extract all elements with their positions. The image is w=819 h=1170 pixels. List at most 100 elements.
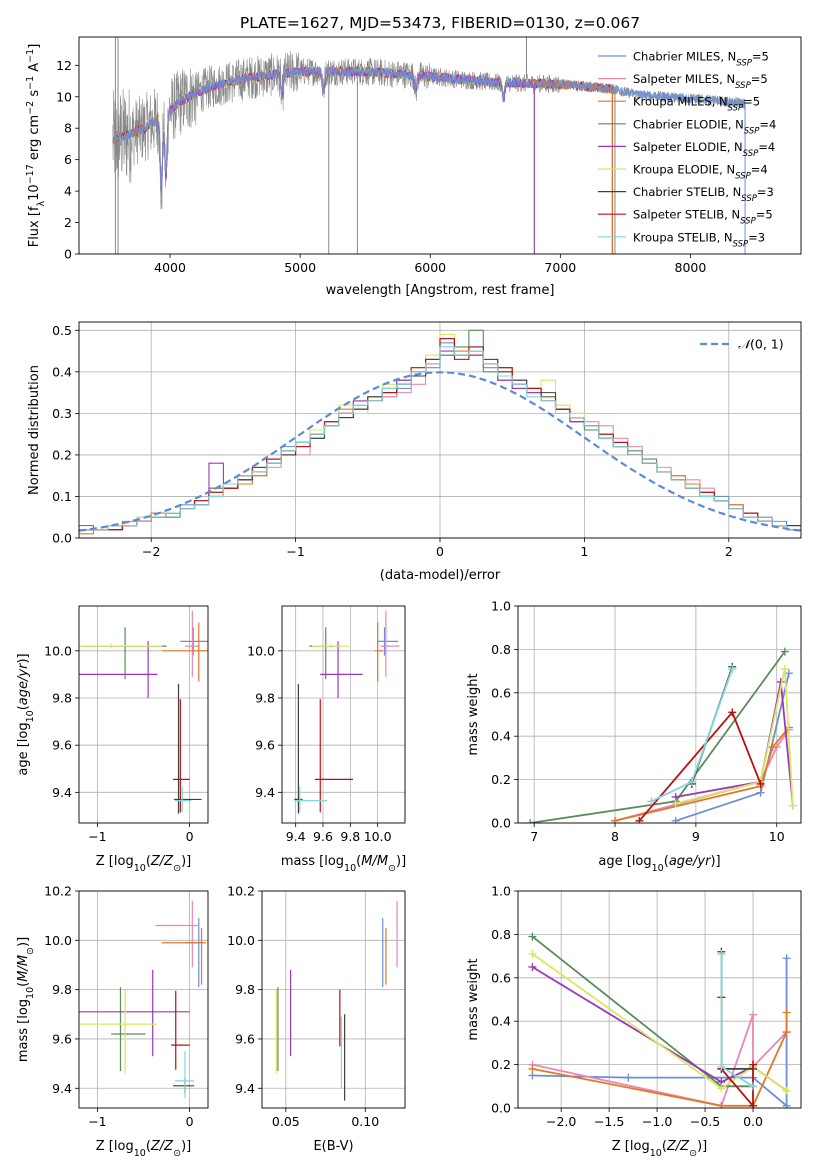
point-marker-kroupa_elodie	[780, 664, 789, 673]
chart-title: PLATE=1627, MJD=53473, FIBERID=0130, z=0…	[240, 14, 640, 32]
x-tick-label: 4000	[154, 260, 186, 275]
point-marker-chabrier_elodie	[526, 819, 535, 823]
y-tick-label: 4	[64, 184, 72, 199]
mw_vs_Z-panel: −2.0 −1.5 −1.0 −0.5 0.0 0.0 0.2 0.4 0.6 0.8 1.0 Z […	[466, 884, 802, 1159]
y-axis-label: mass weight	[466, 673, 481, 755]
point-marker-kroupa_stelib	[687, 777, 696, 786]
label-part: A	[27, 63, 42, 76]
point-marker-salpeter_stelib	[756, 779, 765, 788]
errorbars	[79, 900, 207, 1099]
y-tick-label: 1.0	[491, 884, 511, 899]
legend-sub: SSP	[728, 104, 744, 114]
ticks: −1 0 9.4 9.6 9.8 10.0	[44, 643, 193, 844]
x-tick-label: 0	[186, 1114, 194, 1129]
legend-entry: Kroupa STELIB, NSSP=3	[633, 230, 765, 249]
y-tick-label: 9.8	[255, 690, 275, 705]
point-marker-chabrier_miles	[782, 954, 791, 963]
x-tick-label: −1.0	[642, 1114, 672, 1129]
legend-label: (0, 1)	[750, 337, 784, 352]
label-part: )]	[710, 854, 720, 869]
label-part: log	[630, 1139, 650, 1154]
legend-value: =3	[748, 230, 765, 244]
x-tick-label: 0	[186, 829, 194, 844]
series-line-kroupa_elodie	[531, 953, 788, 1092]
legend-label: Chabrier MILES, N	[633, 50, 736, 64]
series	[526, 647, 797, 823]
label-part: λ	[36, 200, 47, 206]
label-part: (	[146, 854, 151, 869]
x-tick-label: 5000	[284, 260, 316, 275]
y-tick-label: 9.8	[235, 982, 255, 997]
legend: Chabrier MILES, NSSP=5 Salpeter MILES, NS…	[598, 50, 776, 249]
point-marker-chabrier_miles	[784, 669, 793, 678]
point-marker-kroupa_miles	[782, 1028, 791, 1037]
label-part: log	[632, 854, 652, 869]
label-part: Z [	[96, 1139, 114, 1154]
label-part: −1	[25, 49, 36, 63]
label-part: (	[146, 1139, 151, 1154]
y-tick-label: 0.2	[491, 772, 511, 787]
label-part: Z [	[96, 854, 114, 869]
ticks: −2.0 −1.5 −1.0 −0.5 0.0 0.0 0.2 0.4 0.6 0.8 1.0	[491, 884, 763, 1130]
ticks: −2 −1 0 1 2 0.0 0.1 0.2 0.3 0.4 0.5	[52, 323, 733, 559]
model-spectrum-chabrier_miles	[112, 65, 746, 200]
errorbars	[275, 900, 398, 1101]
point-marker-chabrier_miles	[782, 1101, 791, 1108]
point-marker-kroupa_elodie	[788, 801, 797, 810]
label-part: M/M	[361, 854, 388, 869]
point-marker-kroupa_miles	[768, 743, 777, 752]
x-axis-label: E(B-V)	[313, 1139, 353, 1154]
label-part: 10	[344, 863, 356, 874]
y-tick-label: 0.4	[491, 729, 511, 744]
plot-frame	[261, 890, 406, 1109]
legend-entry: Chabrier MILES, NSSP=5	[633, 50, 769, 69]
legend-entry: Salpeter STELIB, NSSP=5	[633, 208, 773, 227]
y-tick-label: 10.0	[227, 933, 255, 948]
label-part: Flux [f	[27, 206, 42, 247]
label-part: 10	[650, 1148, 662, 1159]
label-part: M/M	[16, 955, 31, 982]
x-tick-label: 2	[725, 544, 733, 559]
point-marker-kroupa_miles	[717, 1101, 726, 1108]
errorbars	[294, 610, 400, 814]
x-tick-label: 9	[692, 829, 700, 844]
x-tick-label: −1	[88, 1114, 106, 1129]
x-axis-label: mass [log10(M/M⊙)]	[281, 854, 406, 874]
plot-frame	[517, 890, 802, 1109]
legend-value: =4	[751, 163, 768, 177]
y-tick-label: 0.4	[491, 1014, 511, 1029]
y-tick-label: 1.0	[491, 599, 511, 614]
label-part: 10	[25, 710, 36, 722]
age_vs_Z-panel: −1 09.49.69.810.0Z [log10(Z/Z⊙)]age [log1…	[16, 605, 209, 874]
x-axis-label: wavelength [Angstrom, rest frame]	[326, 283, 555, 298]
label-part: E(B-V)	[313, 1139, 353, 1154]
point-marker-kroupa_elodie	[671, 799, 680, 808]
legend-label: Kroupa MILES, N	[633, 95, 728, 109]
x-tick-label: 10.0	[364, 829, 392, 844]
x-tick-label: −2	[142, 544, 160, 559]
legend-entry: Chabrier ELODIE, NSSP=4	[633, 117, 776, 136]
residuals-panel: −2 −1 0 1 2 0.0 0.1 0.2 0.3 0.4 0.5 (data-model)/er…	[27, 321, 802, 583]
y-axis-label: Flux [fλ10−17 erg cm−2 s−1 A−1]	[25, 44, 47, 248]
ticks: 0.05 0.10 9.4 9.6 9.8 10.0 10.2	[227, 884, 379, 1130]
legend-entry: Kroupa ELODIE, NSSP=4	[633, 163, 768, 182]
label-part: ⊙	[25, 947, 36, 955]
y-tick-label: 0.4	[52, 364, 72, 379]
x-tick-label: 0	[436, 544, 444, 559]
label-part: (	[356, 854, 361, 869]
label-part: )]	[181, 1139, 191, 1154]
label-part: age [	[598, 854, 631, 869]
y-tick-label: 10	[56, 89, 72, 104]
spectrum-lines	[112, 37, 746, 254]
x-tick-label: −2.0	[546, 1114, 576, 1129]
label-part: mass [	[281, 854, 324, 869]
label-part: Z/Z	[150, 854, 174, 869]
legend-entry: Salpeter MILES, NSSP=5	[633, 72, 768, 91]
y-tick-label: 0	[64, 247, 72, 262]
x-axis-label: (data-model)/error	[380, 568, 501, 583]
point-marker-salpeter_elodie	[528, 962, 537, 971]
x-tick-label: −1	[286, 544, 304, 559]
y-tick-label: 10.0	[247, 643, 275, 658]
point-marker-kroupa_stelib	[728, 664, 737, 673]
